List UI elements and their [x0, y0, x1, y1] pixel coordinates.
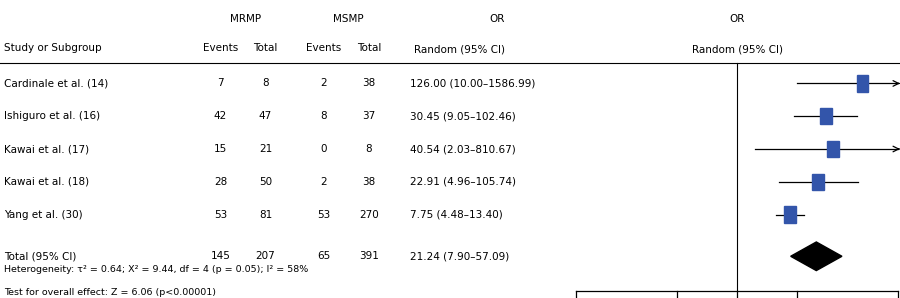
Text: OR: OR — [490, 14, 505, 24]
Text: Heterogeneity: τ² = 0.64; X² = 9.44, df = 4 (p = 0.05); I² = 58%: Heterogeneity: τ² = 0.64; X² = 9.44, df … — [4, 265, 309, 274]
Text: 126.00 (10.00–1586.99): 126.00 (10.00–1586.99) — [410, 78, 535, 89]
Text: Kawai et al. (18): Kawai et al. (18) — [4, 177, 90, 187]
Text: 2: 2 — [320, 177, 328, 187]
Text: 7: 7 — [217, 78, 224, 89]
Text: Kawai et al. (17): Kawai et al. (17) — [4, 144, 90, 154]
Text: OR: OR — [729, 14, 745, 24]
Text: MSMP: MSMP — [333, 14, 364, 24]
Bar — [820, 108, 832, 125]
Text: 391: 391 — [359, 251, 379, 261]
Text: Total (95% CI): Total (95% CI) — [4, 251, 76, 261]
Text: Ishiguro et al. (16): Ishiguro et al. (16) — [4, 111, 101, 121]
Text: Total: Total — [356, 43, 382, 53]
Text: 8: 8 — [262, 78, 269, 89]
Text: 8: 8 — [320, 111, 328, 121]
Text: 47: 47 — [259, 111, 272, 121]
Text: 38: 38 — [363, 177, 375, 187]
Text: Test for overall effect: Z = 6.06 (p<0.00001): Test for overall effect: Z = 6.06 (p<0.0… — [4, 288, 217, 297]
Text: 7.75 (4.48–13.40): 7.75 (4.48–13.40) — [410, 209, 502, 220]
Text: Study or Subgroup: Study or Subgroup — [4, 43, 102, 53]
Text: Events: Events — [306, 43, 342, 53]
Text: 53: 53 — [214, 209, 227, 220]
Text: Cardinale et al. (14): Cardinale et al. (14) — [4, 78, 109, 89]
Text: 37: 37 — [363, 111, 375, 121]
Text: 15: 15 — [214, 144, 227, 154]
Text: 38: 38 — [363, 78, 375, 89]
Text: 8: 8 — [365, 144, 373, 154]
Text: 0: 0 — [320, 144, 328, 154]
Text: 30.45 (9.05–102.46): 30.45 (9.05–102.46) — [410, 111, 515, 121]
Text: 81: 81 — [259, 209, 272, 220]
Text: MRMP: MRMP — [230, 14, 261, 24]
Text: Random (95% CI): Random (95% CI) — [414, 44, 505, 54]
Text: 270: 270 — [359, 209, 379, 220]
Text: 42: 42 — [214, 111, 227, 121]
Text: 53: 53 — [318, 209, 330, 220]
Text: 28: 28 — [214, 177, 227, 187]
Bar — [784, 207, 796, 223]
Text: 207: 207 — [256, 251, 275, 261]
Text: 2: 2 — [320, 78, 328, 89]
Text: Events: Events — [202, 43, 238, 53]
Text: Random (95% CI): Random (95% CI) — [691, 44, 783, 54]
Text: 21.24 (7.90–57.09): 21.24 (7.90–57.09) — [410, 251, 508, 261]
Polygon shape — [791, 242, 842, 271]
Text: Yang et al. (30): Yang et al. (30) — [4, 209, 83, 220]
Text: Total: Total — [253, 43, 278, 53]
Text: 145: 145 — [211, 251, 230, 261]
Text: 21: 21 — [259, 144, 272, 154]
Text: 50: 50 — [259, 177, 272, 187]
Text: 22.91 (4.96–105.74): 22.91 (4.96–105.74) — [410, 177, 516, 187]
Bar — [827, 141, 839, 157]
Text: 40.54 (2.03–810.67): 40.54 (2.03–810.67) — [410, 144, 515, 154]
Text: 65: 65 — [318, 251, 330, 261]
Bar — [857, 75, 868, 92]
Bar — [813, 173, 824, 190]
